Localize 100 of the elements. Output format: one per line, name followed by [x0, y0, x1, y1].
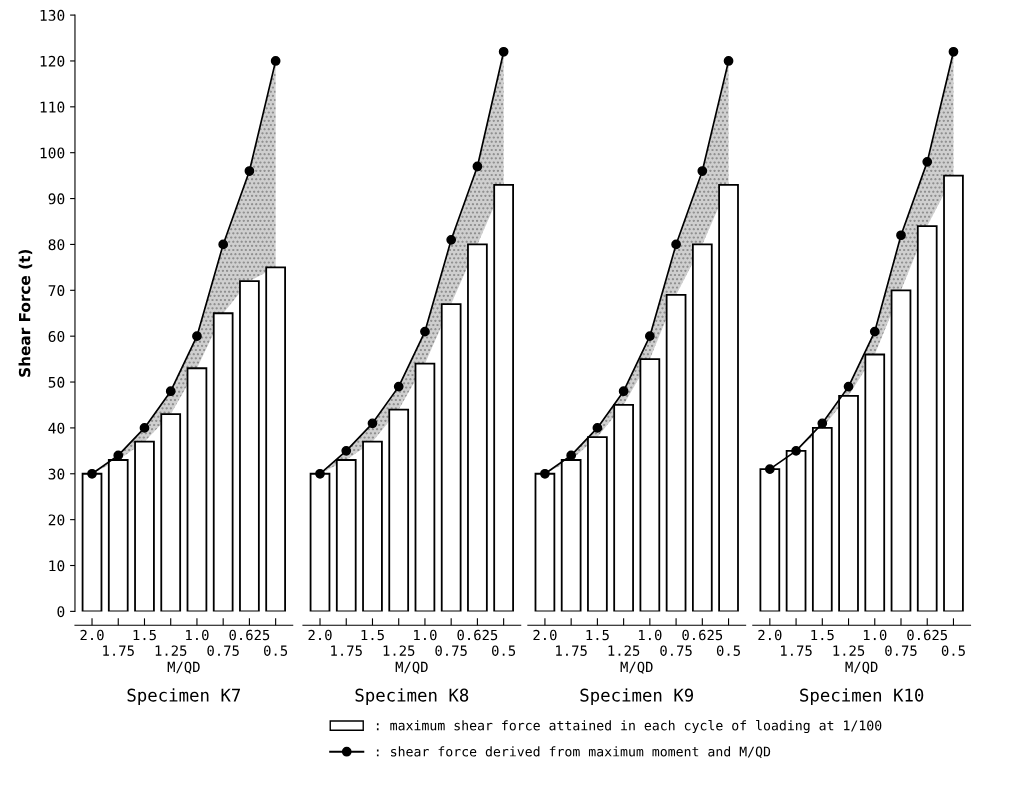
x-tick-label: 1.75: [556, 645, 587, 656]
point: [817, 418, 828, 429]
x-tick-label: 1.0: [863, 629, 887, 641]
y-tick-label: 40: [48, 422, 65, 434]
x-tick-label: 1.5: [586, 629, 609, 641]
point: [498, 46, 509, 57]
x-axis-title: M/QD: [167, 661, 200, 674]
y-tick-label: 50: [48, 376, 65, 388]
y-tick-label: 120: [40, 55, 65, 67]
x-tick-label: 1.75: [103, 645, 134, 656]
point: [671, 239, 681, 250]
legend-label: : maximum shear force attained in each cycle of loading at 1/100: [376, 720, 882, 734]
x-tick-label: 0.625: [457, 629, 498, 641]
point: [644, 331, 655, 342]
text: Specimen K7: [127, 688, 241, 706]
y-tick-label: 90: [48, 193, 65, 205]
x-axis-title: M/QD: [620, 661, 653, 674]
bar: [890, 289, 912, 612]
x-axis-title: M/QD: [395, 661, 428, 674]
y-tick-label: 70: [48, 285, 65, 297]
bar: [309, 472, 331, 612]
x-tick-label: 0.75: [885, 645, 917, 656]
text: Specimen K10: [800, 688, 924, 706]
point: [270, 56, 281, 66]
y-tick-label: 130: [40, 9, 65, 21]
x-tick-label: 0.5: [264, 645, 288, 656]
point: [139, 423, 150, 433]
x-tick-label: 0.5: [492, 645, 516, 656]
x-tick-label: 1.25: [608, 645, 640, 656]
text: Specimen K8: [355, 688, 469, 706]
point: [948, 46, 959, 57]
bar: [467, 243, 488, 612]
point: [420, 326, 430, 337]
point: [87, 468, 97, 479]
point: [192, 331, 202, 342]
point: [618, 386, 629, 397]
bar: [212, 312, 234, 612]
point: [367, 418, 378, 429]
point: [244, 166, 255, 176]
point: [843, 381, 854, 392]
x-tick-label: 1.0: [414, 629, 437, 641]
point: [592, 423, 603, 433]
y-tick-label: 20: [48, 514, 65, 526]
x-tick-label: 0.75: [207, 645, 239, 656]
x-tick-label: 2.0: [308, 629, 332, 641]
bar: [160, 413, 182, 612]
bar: [81, 472, 103, 612]
x-tick-label: 0.5: [716, 645, 740, 656]
y-tick-label: 80: [48, 239, 65, 251]
point: [697, 166, 708, 176]
x-axis-title: M/QD: [845, 661, 878, 674]
x-tick-label: 1.0: [186, 629, 209, 641]
point: [869, 326, 880, 337]
x-tick-label: 0.625: [229, 629, 270, 641]
bar: [718, 183, 739, 612]
x-tick-label: 1.25: [383, 645, 415, 656]
point: [446, 234, 457, 245]
bar: [440, 303, 462, 612]
point: [764, 464, 775, 475]
x-tick-label: 0.75: [660, 645, 692, 656]
bar: [186, 367, 208, 612]
x-tick-label: 0.625: [907, 629, 948, 641]
y-tick-label: 10: [49, 560, 65, 572]
x-tick-label: 1.5: [361, 629, 384, 641]
x-tick-label: 0.625: [682, 629, 723, 641]
y-tick-label: 60: [48, 330, 65, 342]
bar: [388, 408, 410, 612]
x-tick-label: 1.5: [811, 629, 834, 641]
x-tick-label: 2.0: [758, 629, 782, 641]
x-tick-label: 1.5: [133, 629, 156, 641]
x-tick-label: 2.0: [80, 629, 104, 641]
x-tick-label: 1.25: [833, 645, 865, 656]
bar: [665, 293, 687, 612]
bar: [265, 266, 286, 612]
bar: [362, 440, 383, 612]
x-tick-label: 1.75: [331, 645, 362, 656]
y-tick-label: 0: [57, 606, 65, 618]
point: [218, 239, 229, 250]
text: Specimen K9: [580, 688, 694, 706]
point: [896, 230, 906, 241]
point: [341, 445, 352, 456]
legend-label: : shear force derived from maximum moment and M/QD: [376, 746, 771, 759]
y-axis-title: Shear Force (t): [18, 249, 33, 377]
point: [315, 468, 325, 479]
x-tick-label: 0.75: [435, 645, 467, 656]
point: [393, 381, 404, 392]
bar: [916, 225, 938, 612]
x-tick-label: 0.5: [941, 645, 965, 656]
bar: [943, 174, 964, 612]
y-tick-label: 100: [40, 147, 65, 159]
y-tick-label: 110: [40, 101, 65, 113]
x-tick-label: 2.0: [533, 629, 557, 641]
point: [540, 468, 550, 479]
x-tick-label: 1.75: [781, 645, 812, 656]
bar: [493, 183, 514, 612]
point: [723, 56, 734, 66]
bar: [534, 472, 556, 612]
point: [922, 157, 933, 167]
point: [472, 161, 483, 172]
y-tick-label: 30: [48, 468, 65, 480]
